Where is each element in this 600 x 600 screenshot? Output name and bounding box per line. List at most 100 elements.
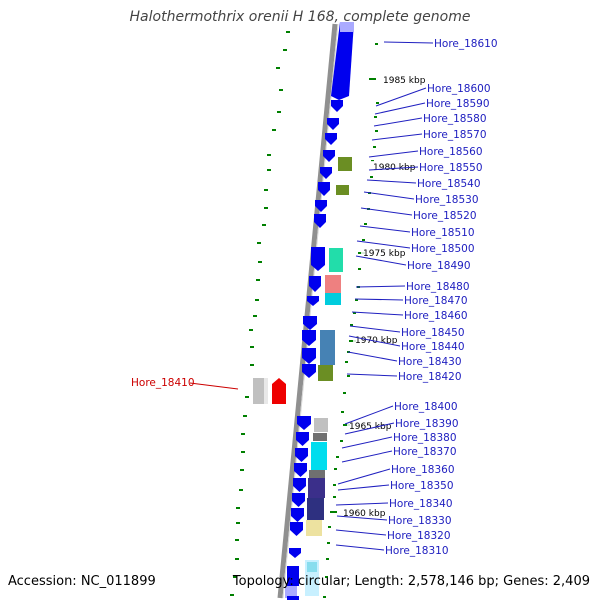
gene-label: Hore_18450: [401, 327, 465, 339]
label-leader: [355, 285, 406, 288]
label-leader: [335, 529, 387, 536]
label-leader: [375, 87, 427, 107]
gene-block-steel: [320, 330, 335, 365]
gene-arrow: [325, 133, 337, 145]
gene-block-cyan: [311, 442, 327, 470]
gene-arrow: [303, 316, 317, 330]
gene-block-green: [336, 185, 349, 195]
gene-arrow: [302, 348, 316, 364]
gene-block: [340, 22, 354, 32]
gene-block: [287, 596, 299, 600]
gene-block-dark: [313, 433, 327, 441]
gene-arrow: [318, 182, 330, 196]
gene-arrow: [302, 330, 316, 346]
label-leader: [359, 225, 411, 233]
topology-label: Topology: circular; Length: 2,578,146 bp…: [232, 574, 590, 589]
gene-label: Hore_18500: [411, 243, 475, 255]
gene-label: Hore_18440: [401, 341, 465, 353]
gene-label: Hore_18480: [406, 281, 470, 293]
scale-label: 1985 kbp: [383, 76, 426, 86]
label-leader: [337, 484, 390, 491]
gene-arrow: [289, 548, 301, 558]
gene-arrow: [307, 296, 319, 306]
gene-label: Hore_18340: [389, 498, 453, 510]
gene-block: [287, 566, 299, 586]
gene-arrow: [292, 493, 305, 507]
scale-label: 1965 kbp: [349, 422, 392, 432]
label-leader: [344, 405, 394, 425]
label-leader: [368, 150, 419, 158]
gene-block-lightblue: [307, 562, 317, 572]
label-leader: [347, 351, 398, 362]
gene-arrow: [331, 100, 343, 112]
label-leader: [341, 450, 393, 463]
gene-arrow: [290, 522, 303, 536]
label-leader: [373, 117, 423, 127]
gene-block-grey: [314, 418, 328, 432]
gene-arrow: [331, 22, 354, 100]
gene-label: Hore_18460: [404, 310, 468, 322]
gene-track: [253, 22, 354, 600]
gene-arrow: [296, 432, 309, 446]
highlight-leader: [189, 382, 239, 390]
gene-label: Hore_18420: [398, 371, 462, 383]
scale-label-bg: [341, 507, 391, 519]
label-leader: [337, 468, 391, 485]
label-leader: [366, 179, 417, 184]
label-leader: [344, 422, 395, 435]
gene-block-khaki: [306, 520, 322, 536]
label-leader: [354, 298, 404, 301]
gene-block-dark: [309, 470, 325, 478]
label-leader: [356, 240, 411, 249]
gene-labels: Hore_18610 Hore_18600 Hore_18590 Hore_18580…: [131, 38, 498, 557]
gene-block-indigo: [307, 498, 324, 520]
gene-block: [285, 586, 297, 598]
label-leader: [355, 255, 407, 266]
gene-block-teal: [329, 248, 343, 272]
gene-arrow: [309, 276, 321, 292]
label-leader: [341, 436, 393, 449]
gene-label: Hore_18470: [404, 295, 468, 307]
label-leader: [383, 41, 434, 44]
scale-label-bg: [353, 334, 403, 346]
gene-arrow: [327, 118, 339, 130]
scale-label-bg: [371, 161, 421, 173]
gene-label: Hore_18530: [415, 194, 479, 206]
gene-label: Hore_18360: [391, 464, 455, 476]
gene-label: Hore_18430: [398, 356, 462, 368]
gene-label: Hore_18370: [393, 446, 457, 458]
label-leader: [374, 102, 426, 115]
label-leader: [368, 166, 419, 171]
gene-block-green: [338, 157, 352, 171]
accession-label: Accession: NC_011899: [8, 574, 156, 589]
highlighted-gene-label: Hore_18410: [131, 377, 195, 389]
gene-label: Hore_18490: [407, 260, 471, 272]
gene-arrow: [314, 214, 326, 228]
gene-label: Hore_18350: [390, 480, 454, 492]
gene-label: Hore_18590: [426, 98, 490, 110]
gene-label: Hore_18580: [423, 113, 487, 125]
gene-block-grey: [253, 378, 267, 404]
scale-label-bg: [347, 420, 397, 432]
label-leader: [335, 502, 389, 506]
label-leader: [360, 207, 413, 216]
label-leader: [363, 191, 415, 200]
gene-label: Hore_18600: [427, 83, 491, 95]
backbone-line: [277, 23, 338, 599]
gene-label: Hore_18570: [423, 129, 487, 141]
gene-label: Hore_18510: [411, 227, 475, 239]
gene-arrow: [297, 416, 311, 430]
highlighted-gene-arrow: [272, 378, 286, 404]
gene-block-indigo: [308, 478, 325, 498]
scale-label: 1960 kbp: [343, 509, 386, 519]
scale-label-bg: [361, 247, 411, 259]
gene-label: Hore_18320: [387, 530, 451, 542]
gene-arrow: [295, 448, 308, 462]
label-leader: [335, 544, 385, 551]
gene-arrow: [293, 478, 306, 492]
gene-block-pink: [325, 275, 341, 293]
gene-label: Hore_18520: [413, 210, 477, 222]
label-leader: [348, 335, 401, 347]
gene-label: Hore_18550: [419, 162, 483, 174]
